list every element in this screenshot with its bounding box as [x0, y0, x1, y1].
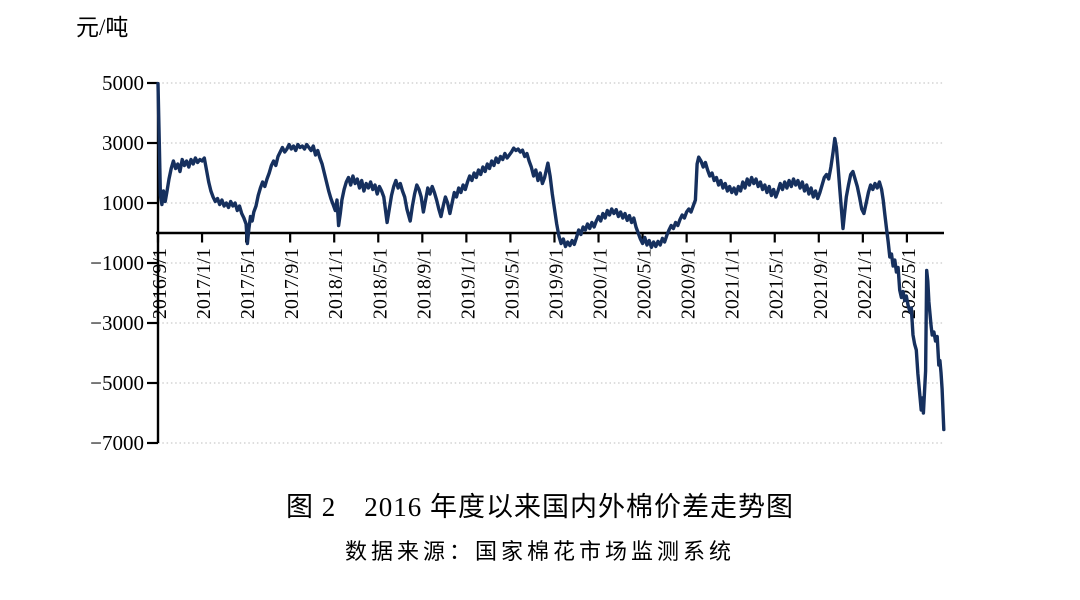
- x-tick-label: 2017/1/1: [193, 248, 215, 319]
- data-source-note: 数据来源：国家棉花市场监测系统: [344, 539, 735, 564]
- y-axis-unit-label: 元/吨: [76, 15, 129, 40]
- x-tick-label: 2019/1/1: [457, 248, 479, 319]
- x-tick-label: 2016/9/1: [149, 248, 171, 319]
- x-tick-label: 2018/5/1: [369, 248, 391, 319]
- x-tick-label: 2017/9/1: [281, 248, 303, 319]
- y-tick-label: −5000: [90, 371, 144, 395]
- y-gridlines: [158, 82, 944, 444]
- x-tick-labels: 2016/9/1 2017/1/1 2017/5/1 2017/9/1 2018/1/1…: [149, 248, 920, 319]
- y-tick-label: 3000: [102, 131, 144, 155]
- x-tick-label: 2017/5/1: [237, 248, 259, 319]
- price-gap-line-chart: 5000 3000 1000 −1000 −3000 −5000 −7000 2016/9/1…: [90, 71, 946, 455]
- y-tick-label: −3000: [90, 311, 144, 335]
- x-tick-label: 2018/1/1: [325, 248, 347, 319]
- price-gap-series-line: [156, 81, 946, 432]
- zero-axis: [156, 231, 944, 243]
- x-tick-label: 2019/5/1: [501, 248, 523, 319]
- y-tick-label: −7000: [90, 431, 144, 455]
- x-tick-label: 2021/1/1: [722, 248, 744, 319]
- y-tick-label: 1000: [102, 191, 144, 215]
- x-tick-label: 2021/9/1: [810, 248, 832, 319]
- y-tick-label: −1000: [90, 251, 144, 275]
- x-tick-label: 2019/9/1: [545, 248, 567, 319]
- x-tick-label: 2020/9/1: [678, 248, 700, 319]
- y-tick-labels: 5000 3000 1000 −1000 −3000 −5000 −7000: [90, 71, 144, 455]
- x-tick-label: 2021/5/1: [766, 248, 788, 319]
- x-tick-label: 2018/9/1: [413, 248, 435, 319]
- x-tick-label: 2020/1/1: [590, 248, 612, 319]
- figure-caption: 图 2 2016 年度以来国内外棉价差走势图: [286, 492, 794, 522]
- x-tick-label: 2020/5/1: [634, 248, 656, 319]
- x-tick-label: 2022/1/1: [854, 248, 876, 319]
- y-tick-label: 5000: [102, 71, 144, 95]
